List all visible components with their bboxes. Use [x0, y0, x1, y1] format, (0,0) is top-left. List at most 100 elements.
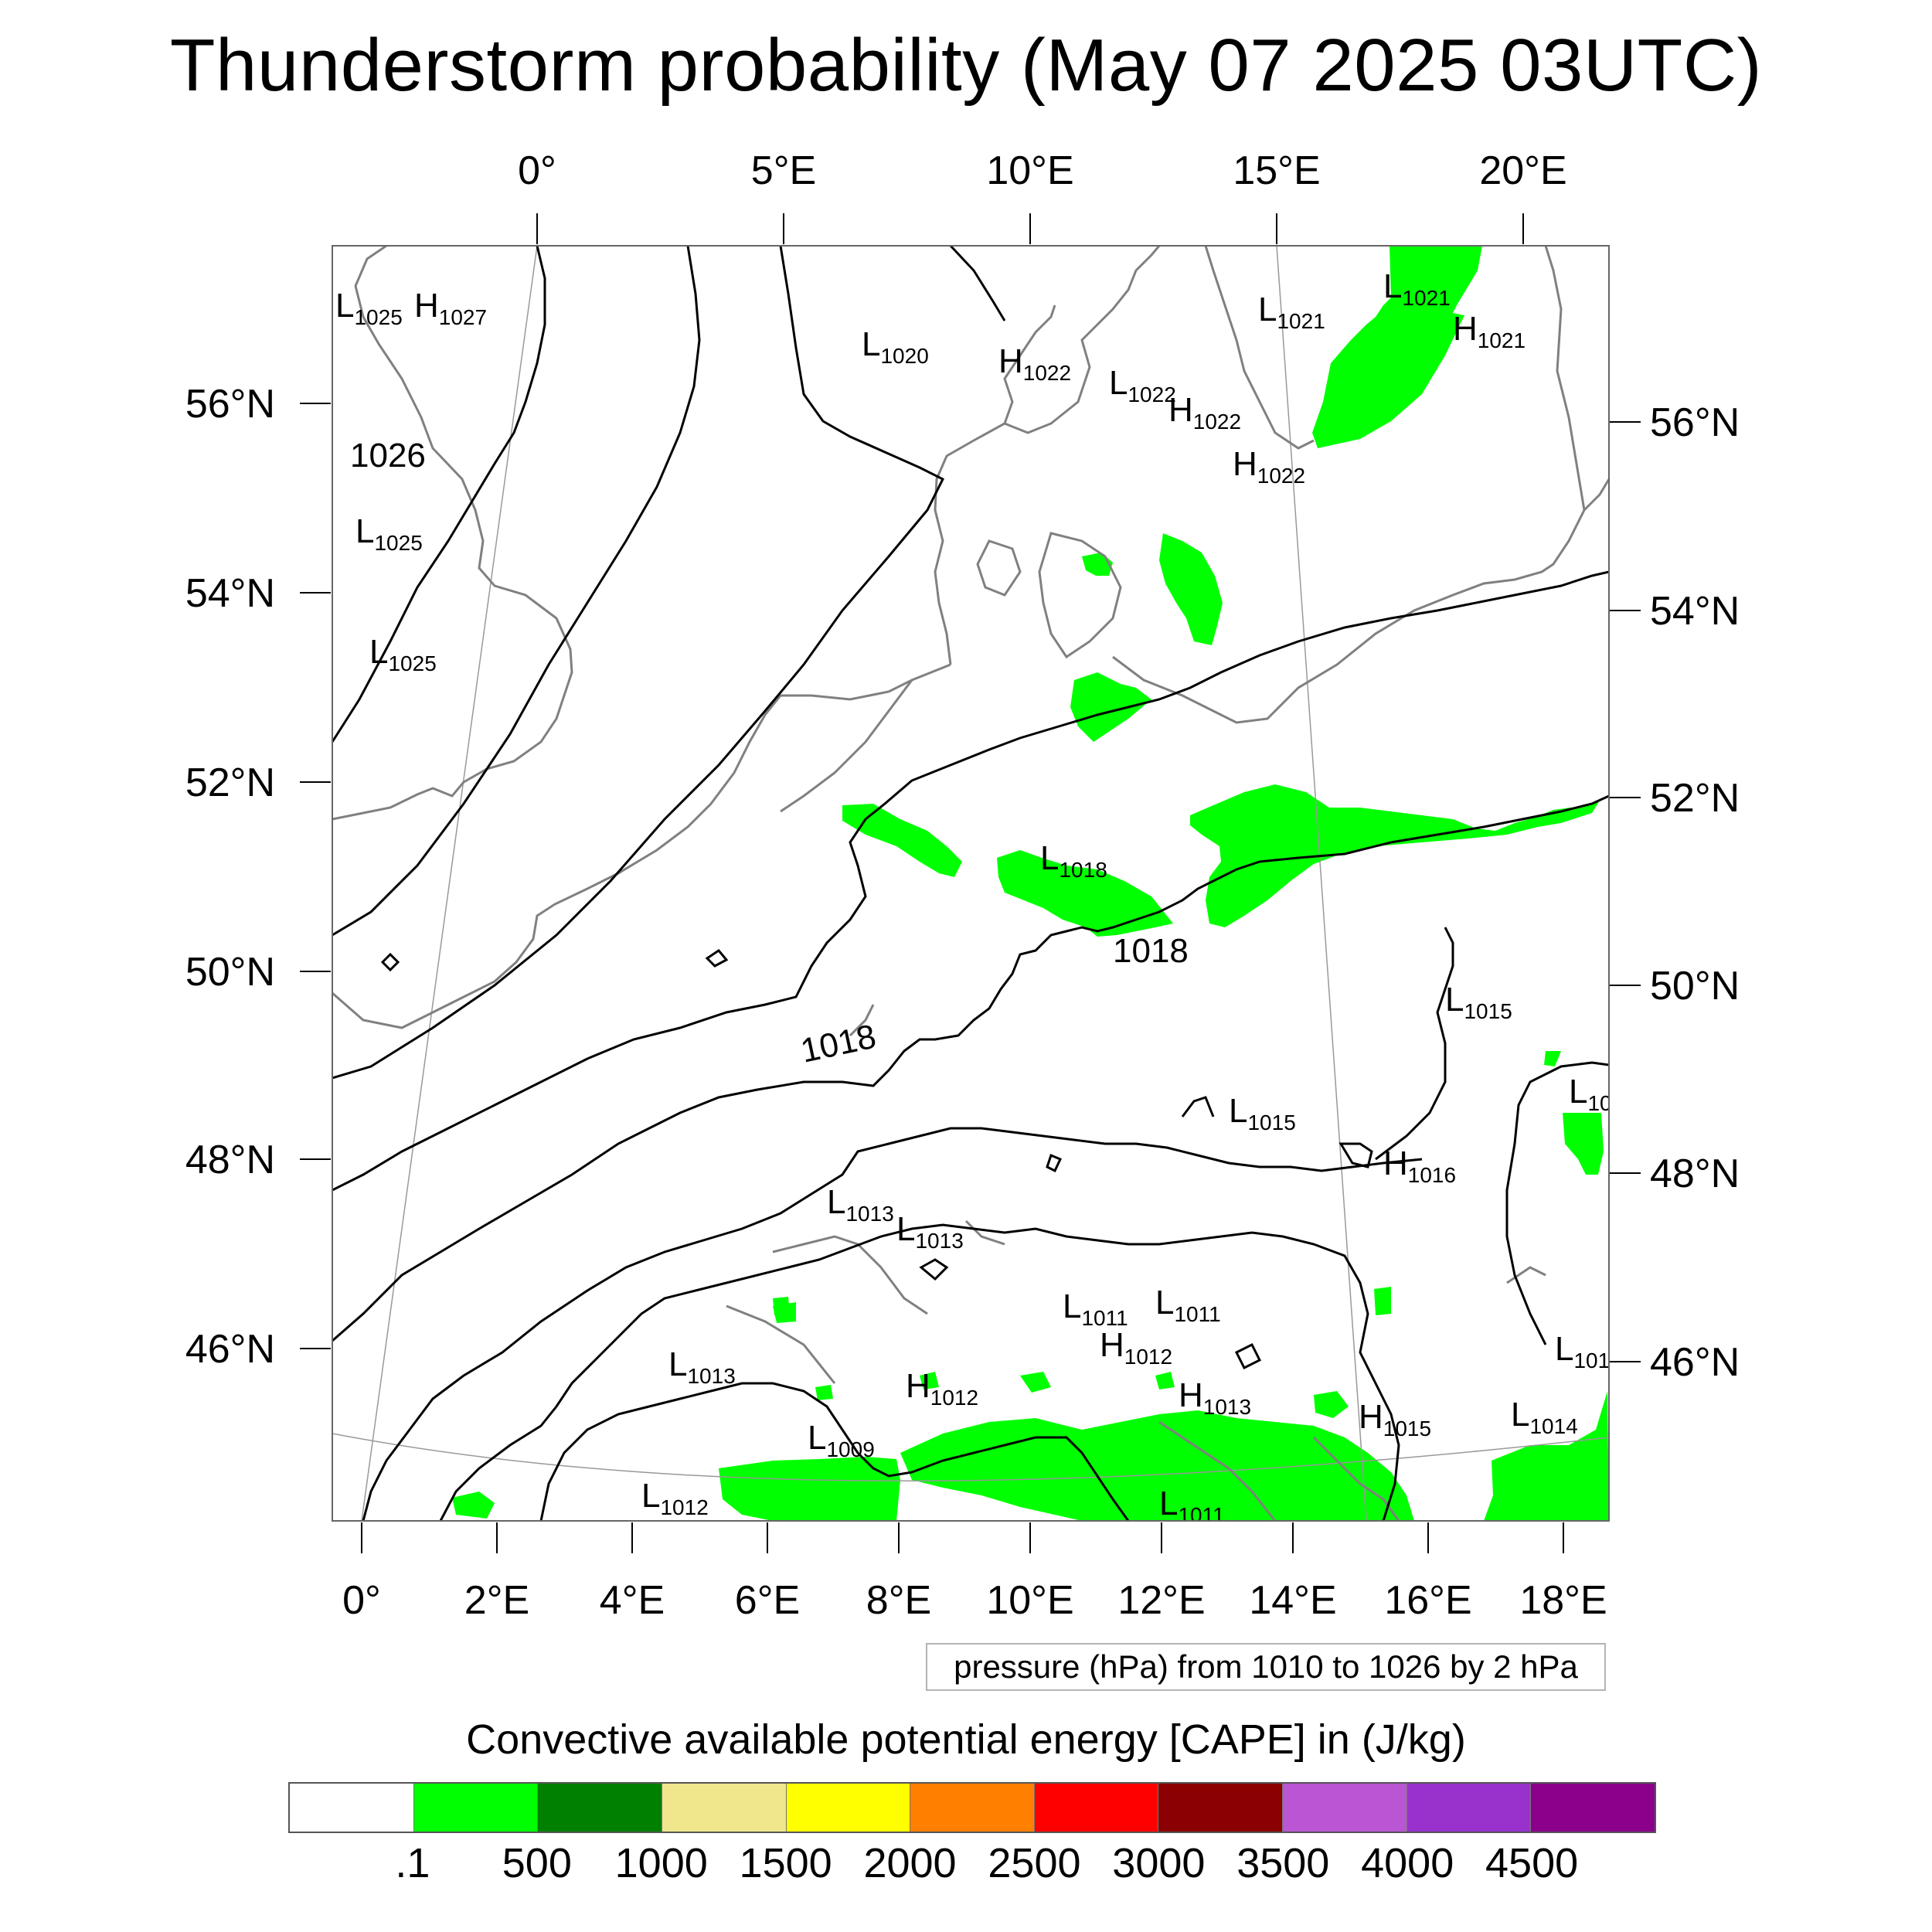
bottom-lon-label: 14°E — [1249, 1578, 1336, 1623]
colorbar-swatch — [290, 1784, 414, 1832]
colorbar-label: 4000 — [1361, 1840, 1454, 1886]
pressure-center-label: L1025 — [369, 633, 437, 675]
right-lat-label: 50°N — [1650, 964, 1740, 1009]
left-lat-label: 52°N — [185, 760, 275, 805]
pressure-center-label: L1015 — [1229, 1092, 1296, 1134]
bottom-lon-label: 18°E — [1519, 1578, 1607, 1623]
pressure-center-label: L1018 — [1040, 839, 1107, 882]
pressure-center-label: L1022 — [1109, 364, 1176, 406]
colorbar-swatch — [1406, 1784, 1532, 1832]
top-lon-label: 5°E — [751, 148, 816, 193]
cape-area — [773, 1297, 790, 1315]
pressure-center-label: L1020 — [862, 325, 929, 368]
bottom-lon-label: 10°E — [986, 1578, 1073, 1623]
colorbar-label: 500 — [502, 1840, 572, 1886]
left-lat-label: 56°N — [185, 382, 275, 427]
cape-area — [1159, 533, 1223, 645]
right-lat-label: 52°N — [1650, 776, 1740, 821]
right-latitude-labels: 56°N 54°N 52°N 50°N 48°N 46°N — [1650, 400, 1740, 1385]
cape-area — [452, 1492, 495, 1519]
graticule — [332, 246, 1609, 1521]
cape-area — [1563, 1113, 1604, 1175]
colorbar-label: .1 — [395, 1840, 430, 1886]
bottom-lon-label: 12°E — [1117, 1578, 1205, 1623]
pressure-center-label: L1012 — [641, 1477, 709, 1519]
isobar-label: 1026 — [350, 437, 426, 474]
colorbar-label: 3000 — [1112, 1840, 1206, 1886]
cape-area — [1484, 1391, 1609, 1521]
colorbar-swatch — [662, 1784, 787, 1832]
pressure-center-label: L1025 — [355, 512, 423, 555]
cape-area — [920, 1372, 939, 1389]
pressure-center-label: H1012 — [906, 1367, 978, 1410]
right-lat-label: 54°N — [1650, 589, 1740, 634]
colorbar-title: Convective available potential energy [C… — [466, 1716, 1466, 1763]
pressure-center-label: L101 — [1555, 1330, 1610, 1372]
coastlines — [332, 246, 1609, 1521]
pressure-center-label: H1016 — [1383, 1145, 1456, 1187]
colorbar-swatch — [1158, 1784, 1284, 1832]
map-frame — [332, 245, 1610, 1522]
cape-area — [997, 850, 1173, 937]
cape-area — [719, 1457, 900, 1521]
isobar-labels: 1026 1018 1018 — [350, 437, 1189, 1070]
colorbar-swatch — [413, 1784, 539, 1832]
left-lat-label: 50°N — [185, 950, 275, 995]
pressure-center-label: H1022 — [1168, 391, 1241, 434]
colorbar — [288, 1782, 1656, 1833]
isobar-label: 1018 — [798, 1017, 879, 1070]
colorbar-label: 2500 — [988, 1840, 1081, 1886]
axis-ticks — [300, 213, 1641, 1553]
colorbar-label: 1000 — [614, 1840, 708, 1886]
cape-area — [1020, 1372, 1051, 1393]
pressure-center-label: H1013 — [1179, 1376, 1251, 1419]
pressure-centers: L1025 H1027 L1020 H1022 L1022 H1022 H102… — [335, 267, 1610, 1527]
pressure-center-label: L1013 — [896, 1210, 964, 1253]
colorbar-label: 3500 — [1236, 1840, 1330, 1886]
pressure-center-label: L1021 — [1383, 267, 1451, 310]
pressure-center-label: L1009 — [808, 1419, 875, 1461]
colorbar-label: 4500 — [1485, 1840, 1579, 1886]
pressure-center-label: L1013 — [827, 1183, 894, 1226]
bottom-lon-label: 16°E — [1384, 1578, 1471, 1623]
colorbar-swatch — [538, 1784, 662, 1832]
pressure-center-label: H1012 — [1100, 1326, 1172, 1369]
pressure-center-label: H1021 — [1453, 310, 1526, 352]
left-lat-label: 48°N — [185, 1138, 275, 1182]
cape-area — [1314, 1391, 1349, 1418]
right-lat-label: 46°N — [1650, 1340, 1740, 1385]
map-title: Thunderstorm probability (May 07 2025 03… — [169, 24, 1763, 107]
isobars — [332, 246, 1609, 1521]
bottom-lon-label: 8°E — [866, 1578, 931, 1623]
cape-area — [842, 804, 962, 877]
pressure-center-label: H1022 — [998, 342, 1071, 385]
colorbar-labels: .1 500 1000 1500 2000 2500 3000 3500 4000 4500 — [0, 1839, 1932, 1893]
pressure-note: pressure (hPa) from 1010 to 1026 by 2 hP… — [926, 1643, 1606, 1691]
pressure-center-label: H1015 — [1359, 1398, 1431, 1440]
cape-area — [1190, 784, 1600, 927]
cape-area — [815, 1385, 833, 1400]
pressure-center-label: L1011 — [1159, 1485, 1225, 1527]
left-lat-label: 46°N — [185, 1327, 275, 1372]
pressure-center-label: L1014 — [1511, 1396, 1578, 1438]
cape-fill-areas — [452, 246, 1609, 1521]
colorbar-swatch — [1531, 1784, 1655, 1832]
colorbar-swatch — [910, 1784, 1035, 1832]
pressure-center-label: L1013 — [668, 1345, 736, 1388]
top-longitude-labels: 0° 5°E 10°E 15°E 20°E — [518, 148, 1567, 193]
pressure-center-label: L1015 — [1445, 981, 1512, 1023]
bottom-longitude-labels: 0° 2°E 4°E 6°E 8°E 10°E 12°E 14°E 16°E 1… — [342, 1578, 1607, 1623]
isobar-label: 1018 — [1113, 932, 1189, 970]
colorbar-swatch — [1283, 1784, 1407, 1832]
top-lon-label: 20°E — [1479, 148, 1566, 193]
right-lat-label: 48°N — [1650, 1151, 1740, 1196]
colorbar-swatch — [1034, 1784, 1159, 1832]
pressure-center-label: H1022 — [1233, 445, 1305, 488]
pressure-center-label: L1025 — [335, 287, 403, 329]
pressure-center-label: L1011 — [1063, 1287, 1128, 1330]
top-lon-label: 15°E — [1233, 148, 1320, 193]
cape-area — [1544, 1051, 1561, 1066]
left-latitude-labels: 56°N 54°N 52°N 50°N 48°N 46°N — [185, 382, 275, 1372]
cape-area — [1374, 1287, 1391, 1315]
top-lon-label: 0° — [518, 148, 556, 193]
